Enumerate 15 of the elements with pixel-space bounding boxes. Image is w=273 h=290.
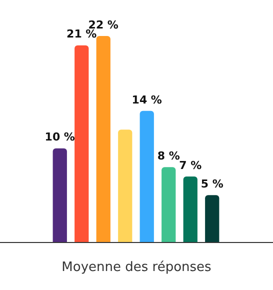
data-label: 5 %	[200, 178, 224, 191]
bar	[118, 130, 132, 242]
bar	[140, 110, 154, 242]
data-label: 8 %	[157, 149, 180, 162]
bar	[183, 176, 198, 242]
data-label: 14 %	[132, 93, 162, 106]
bar	[162, 167, 176, 242]
bar	[74, 45, 89, 242]
bar	[52, 148, 67, 242]
bar	[96, 36, 110, 242]
data-label: 10 %	[44, 130, 75, 144]
bar	[205, 195, 220, 242]
data-label: 7 %	[179, 158, 202, 172]
x-axis-title: Moyenne des réponses	[60, 260, 212, 275]
data-label: 21 %	[66, 28, 97, 41]
